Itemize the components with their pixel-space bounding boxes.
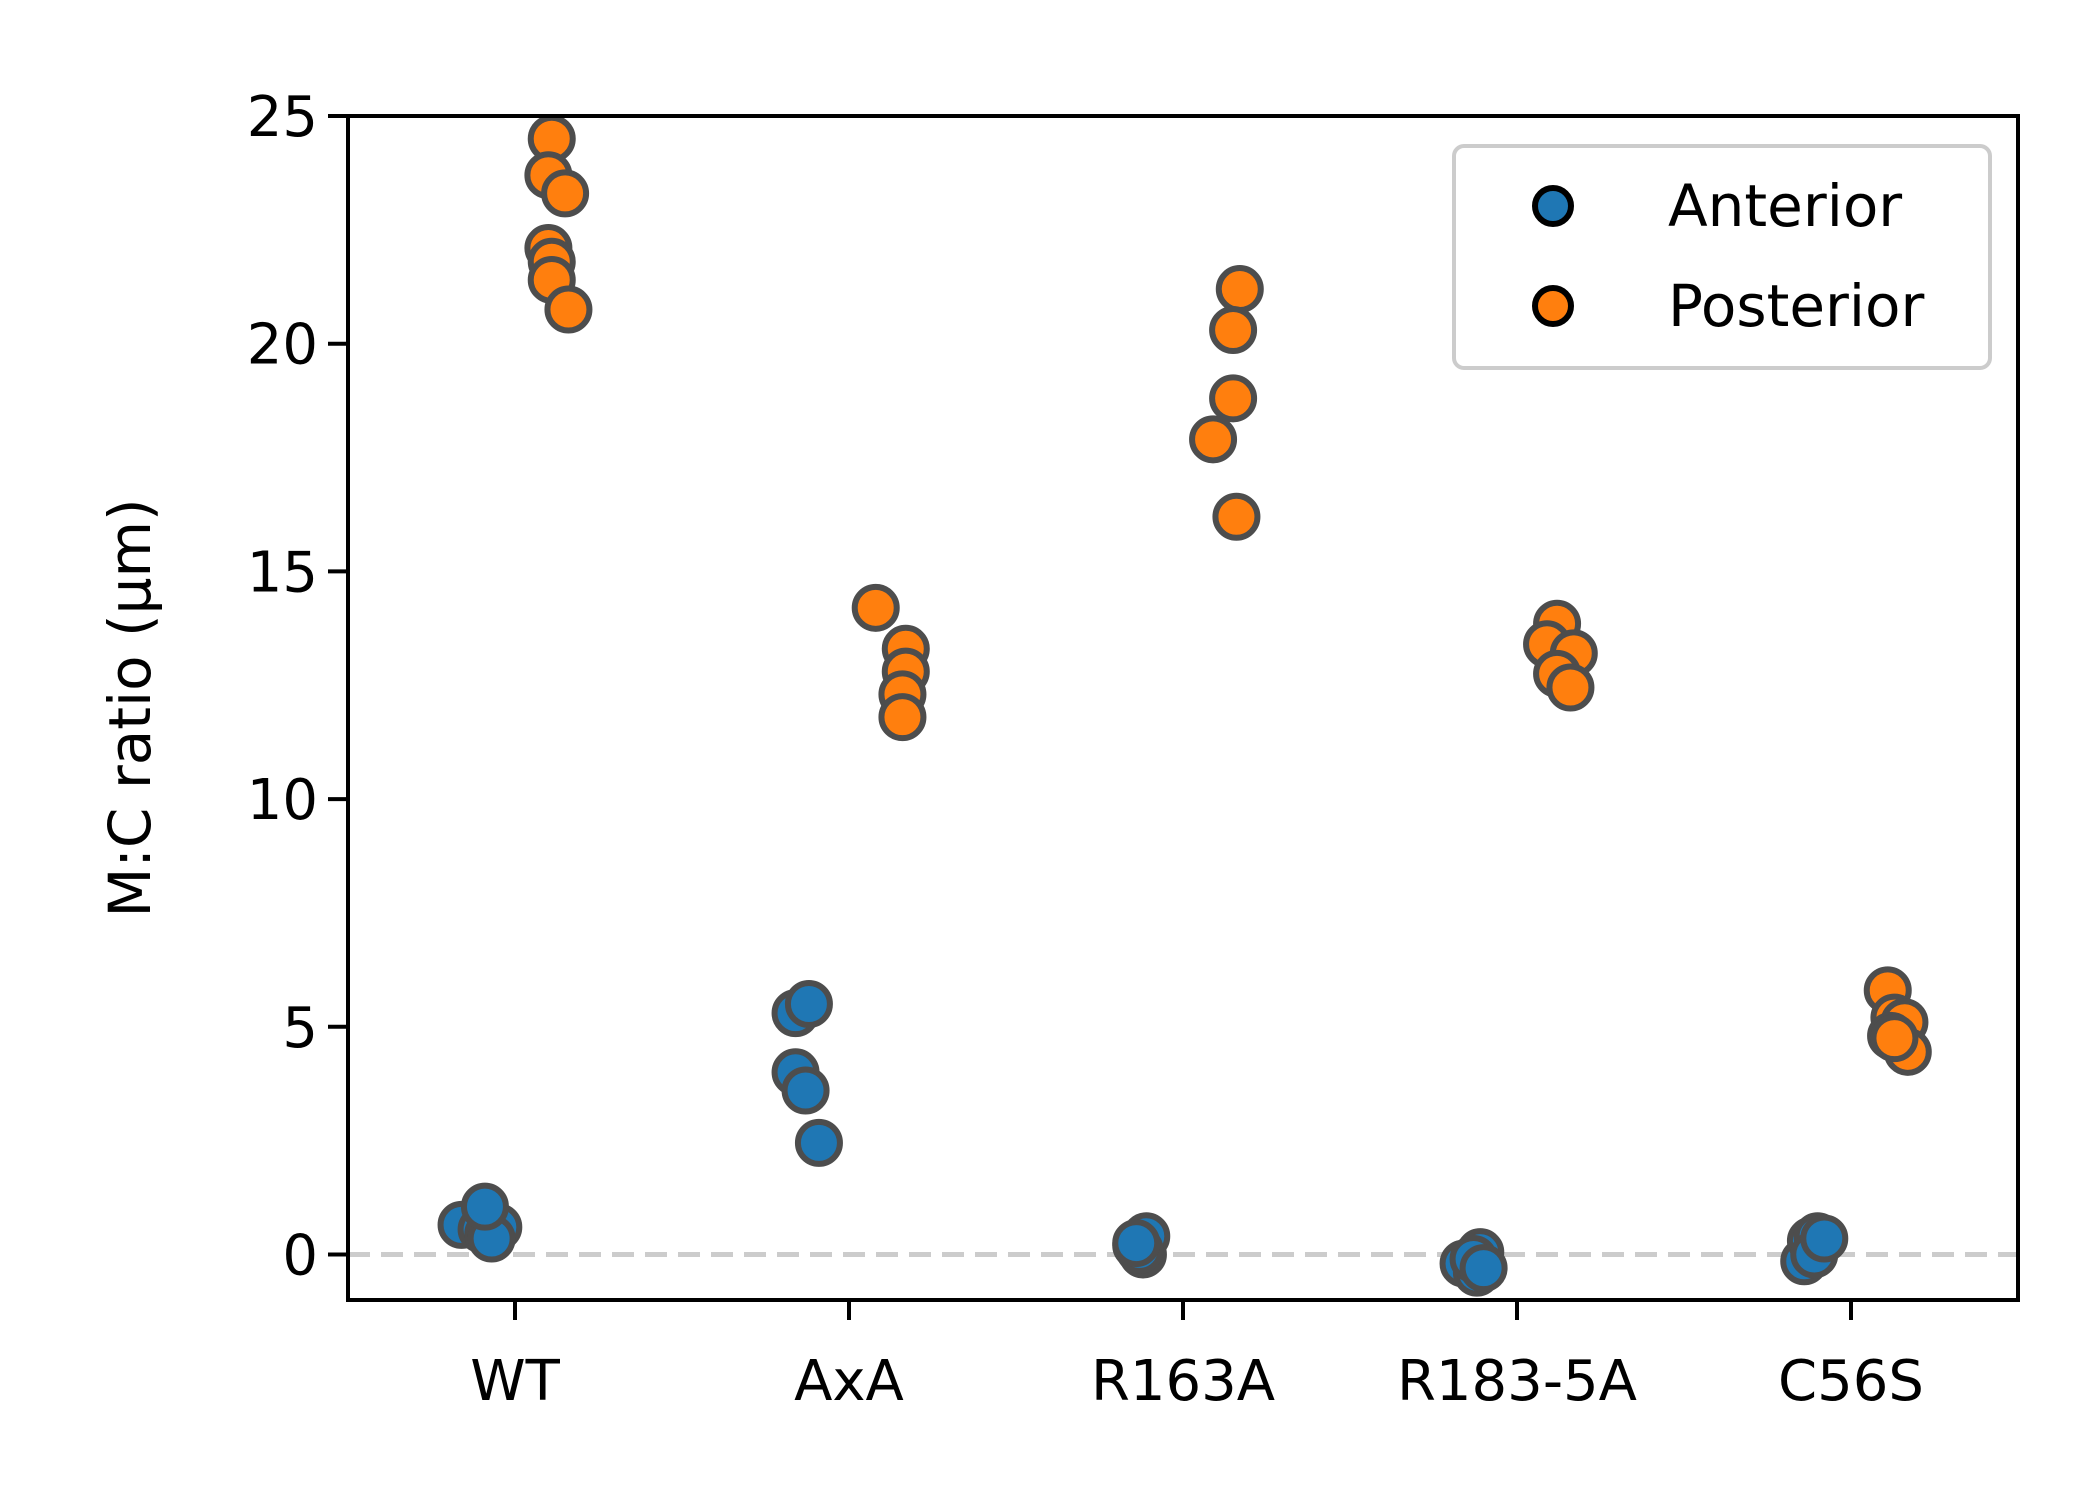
posterior-data-point — [878, 693, 927, 742]
anterior-data-point — [794, 1118, 843, 1167]
y-tick-label: 25 — [247, 85, 318, 150]
legend: Anterior Posterior — [1452, 144, 1992, 370]
y-tick-label: 0 — [282, 1223, 318, 1288]
x-tick-label: R183-5A — [1397, 1349, 1637, 1414]
posterior-data-point — [1215, 265, 1264, 314]
anterior-legend-label: Anterior — [1668, 172, 1902, 240]
y-tick-label: 20 — [247, 313, 318, 378]
anterior-data-point — [784, 980, 833, 1028]
posterior-legend-marker — [1532, 285, 1574, 327]
data-points-layer — [437, 114, 1932, 1297]
legend-box — [1452, 144, 1992, 370]
x-tick-label: C56S — [1778, 1349, 1924, 1414]
posterior-data-point — [1546, 663, 1595, 712]
x-tick-label: AxA — [794, 1349, 904, 1414]
anterior-data-point — [1459, 1244, 1508, 1293]
posterior-data-point — [1212, 492, 1261, 541]
y-axis: 0 5 10 15 20 25 — [247, 85, 348, 1288]
y-tick-label: 5 — [282, 996, 318, 1061]
posterior-data-point — [1209, 374, 1258, 423]
posterior-legend-label: Posterior — [1668, 272, 1924, 340]
x-tick-label: R163A — [1091, 1349, 1275, 1414]
posterior-data-point — [544, 285, 593, 334]
posterior-data-point — [1189, 415, 1238, 464]
y-axis-title: M:C ratio (μm) — [96, 498, 164, 917]
posterior-data-point — [1870, 1014, 1919, 1063]
anterior-data-point — [1112, 1219, 1161, 1268]
anterior-legend-marker — [1532, 185, 1574, 227]
x-axis: WT AxA R163A R183-5A C56S — [470, 1300, 1924, 1414]
posterior-data-point — [1209, 306, 1258, 355]
posterior-data-point — [541, 169, 590, 218]
anterior-data-point — [1800, 1214, 1849, 1263]
y-tick-label: 15 — [247, 540, 318, 605]
anterior-data-point — [460, 1182, 509, 1231]
posterior-data-point — [851, 583, 900, 632]
x-tick-label: WT — [470, 1349, 560, 1414]
y-tick-label: 10 — [247, 768, 318, 833]
anterior-data-point — [781, 1066, 830, 1115]
